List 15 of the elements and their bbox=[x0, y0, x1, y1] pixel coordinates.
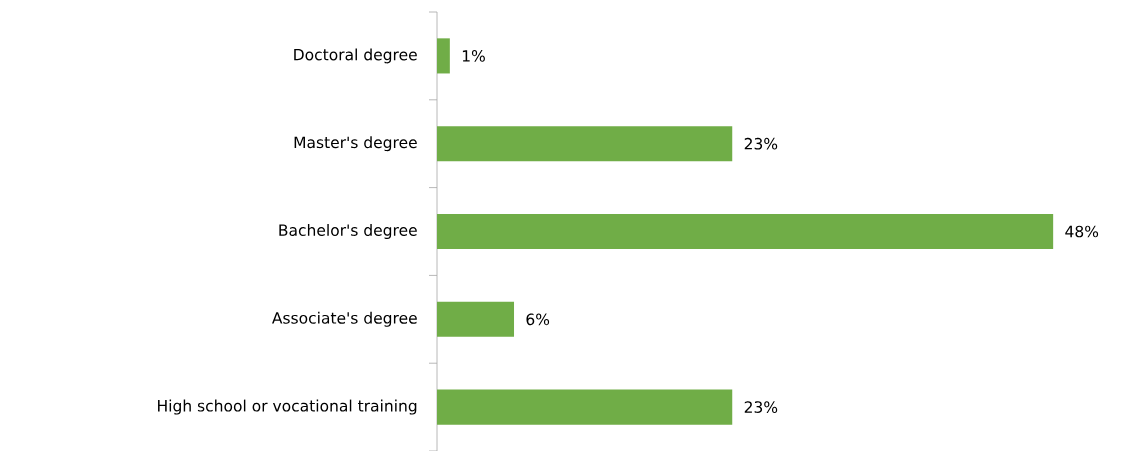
bar bbox=[437, 389, 733, 425]
y-tick-label: Master's degree bbox=[294, 136, 417, 152]
bar bbox=[437, 126, 733, 162]
y-tick-label: Doctoral degree bbox=[294, 48, 417, 64]
data-label: 23% bbox=[744, 401, 778, 413]
y-tick-label: High school or vocational training bbox=[158, 399, 417, 415]
data-label: 48% bbox=[1065, 225, 1099, 238]
y-tick-label: Associate's degree bbox=[272, 311, 417, 327]
y-tick-label: Bachelor's degree bbox=[279, 224, 417, 239]
bar bbox=[437, 38, 450, 74]
data-label: 1% bbox=[462, 50, 485, 62]
bar bbox=[437, 213, 1054, 250]
bar bbox=[437, 301, 515, 337]
data-label: 23% bbox=[744, 137, 778, 150]
data-label: 6% bbox=[526, 313, 550, 326]
